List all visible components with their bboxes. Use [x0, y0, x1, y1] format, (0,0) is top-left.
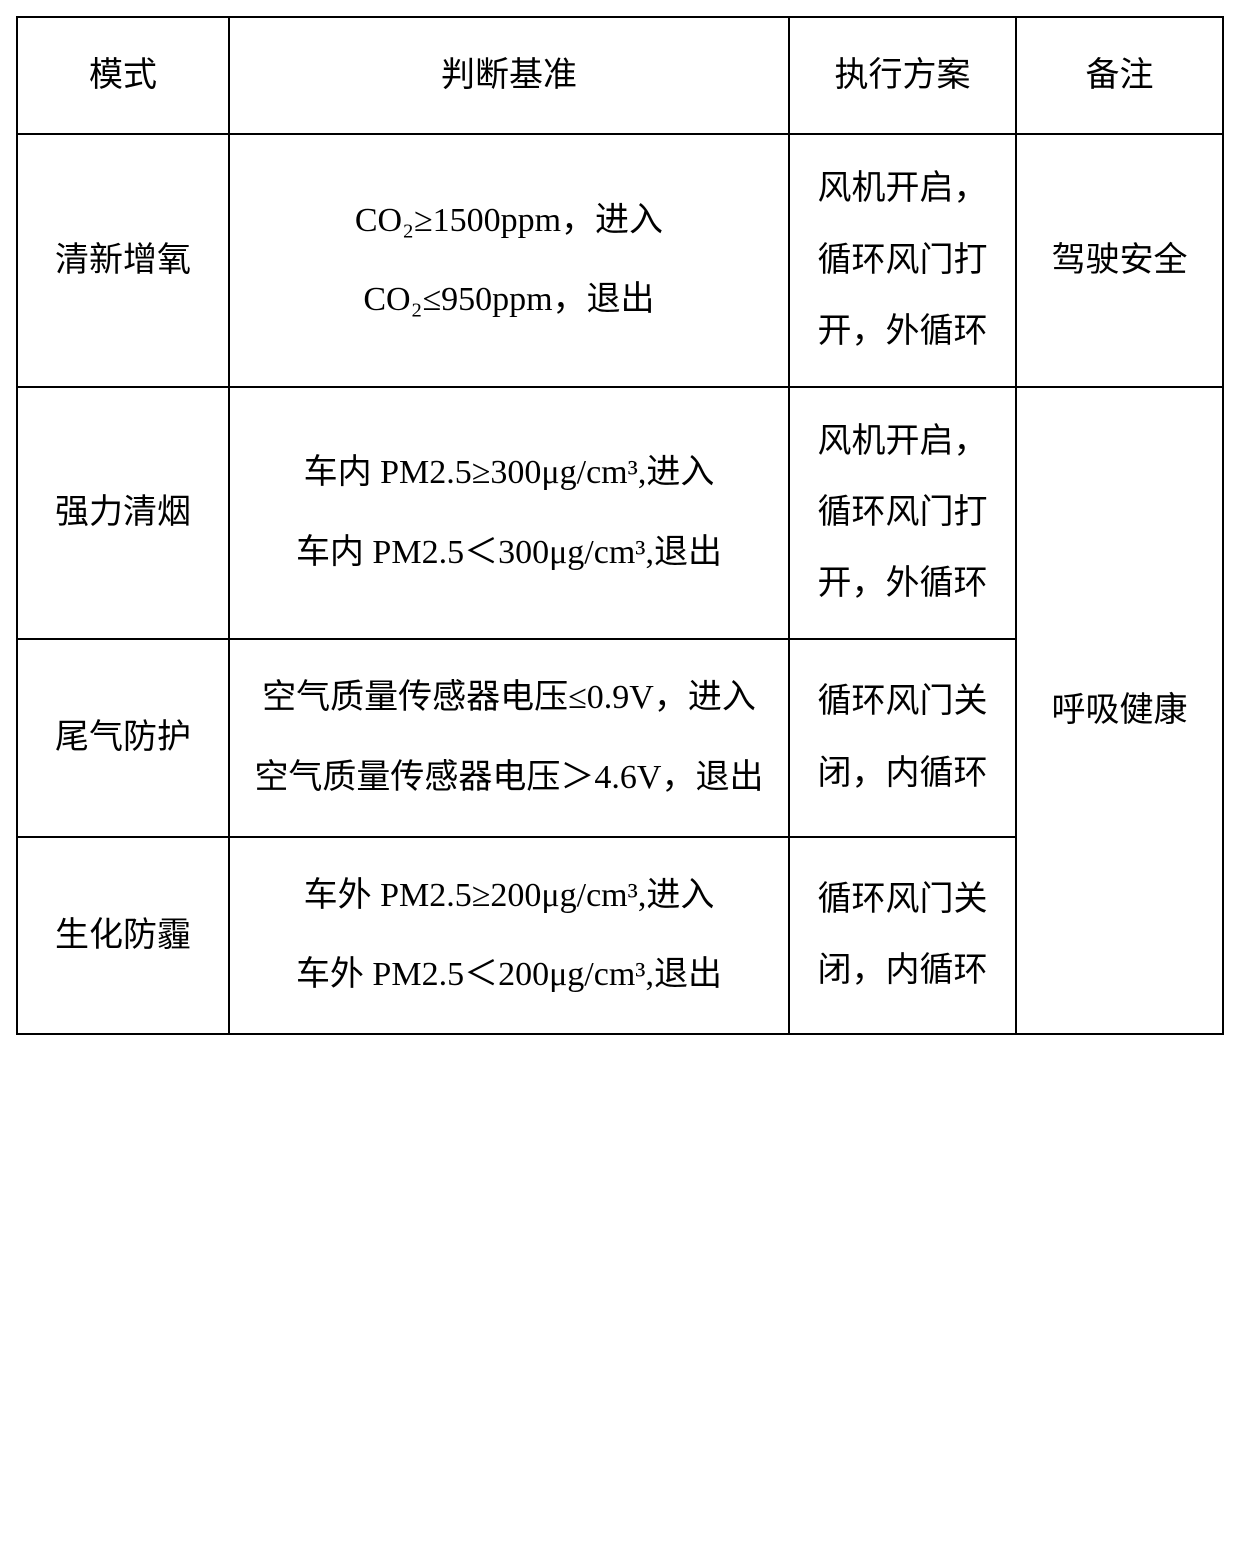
- criteria-line: 空气质量传感器电压＞4.6V，退出: [254, 759, 763, 796]
- criteria-cell: 车内 PM2.5≥300μg/cm³,进入 车内 PM2.5＜300μg/cm³…: [229, 387, 789, 639]
- criteria-line: 车外 PM2.5＜200μg/cm³,退出: [296, 956, 722, 993]
- criteria-line: 车内 PM2.5＜300μg/cm³,退出: [296, 534, 722, 571]
- execution-cell: 循环风门关闭，内循环: [789, 639, 1016, 837]
- table-row: 清新增氧 CO₂≥1500ppm，进入 CO₂≤950ppm，退出 风机开启，循…: [17, 134, 1223, 386]
- table-row: 强力清烟 车内 PM2.5≥300μg/cm³,进入 车内 PM2.5＜300μ…: [17, 387, 1223, 639]
- header-criteria: 判断基准: [229, 17, 789, 134]
- criteria-line: 车外 PM2.5≥200μg/cm³,进入: [304, 877, 715, 914]
- table-header-row: 模式 判断基准 执行方案 备注: [17, 17, 1223, 134]
- criteria-cell: CO₂≥1500ppm，进入 CO₂≤950ppm，退出: [229, 134, 789, 386]
- header-note: 备注: [1016, 17, 1223, 134]
- criteria-cell: 车外 PM2.5≥200μg/cm³,进入 车外 PM2.5＜200μg/cm³…: [229, 837, 789, 1035]
- note-cell-merged: 呼吸健康: [1016, 387, 1223, 1035]
- mode-cell: 清新增氧: [17, 134, 229, 386]
- header-mode: 模式: [17, 17, 229, 134]
- execution-cell: 风机开启，循环风门打开，外循环: [789, 387, 1016, 639]
- header-execution: 执行方案: [789, 17, 1016, 134]
- note-cell: 驾驶安全: [1016, 134, 1223, 386]
- criteria-line: CO₂≤950ppm，退出: [363, 281, 654, 318]
- mode-cell: 强力清烟: [17, 387, 229, 639]
- mode-cell: 尾气防护: [17, 639, 229, 837]
- modes-table: 模式 判断基准 执行方案 备注 清新增氧 CO₂≥1500ppm，进入 CO₂≤…: [16, 16, 1224, 1035]
- criteria-cell: 空气质量传感器电压≤0.9V，进入 空气质量传感器电压＞4.6V，退出: [229, 639, 789, 837]
- criteria-line: 空气质量传感器电压≤0.9V，进入: [262, 679, 756, 716]
- criteria-line: CO₂≥1500ppm，进入: [355, 202, 663, 239]
- execution-cell: 循环风门关闭，内循环: [789, 837, 1016, 1035]
- criteria-line: 车内 PM2.5≥300μg/cm³,进入: [304, 454, 715, 491]
- execution-cell: 风机开启，循环风门打开，外循环: [789, 134, 1016, 386]
- mode-cell: 生化防霾: [17, 837, 229, 1035]
